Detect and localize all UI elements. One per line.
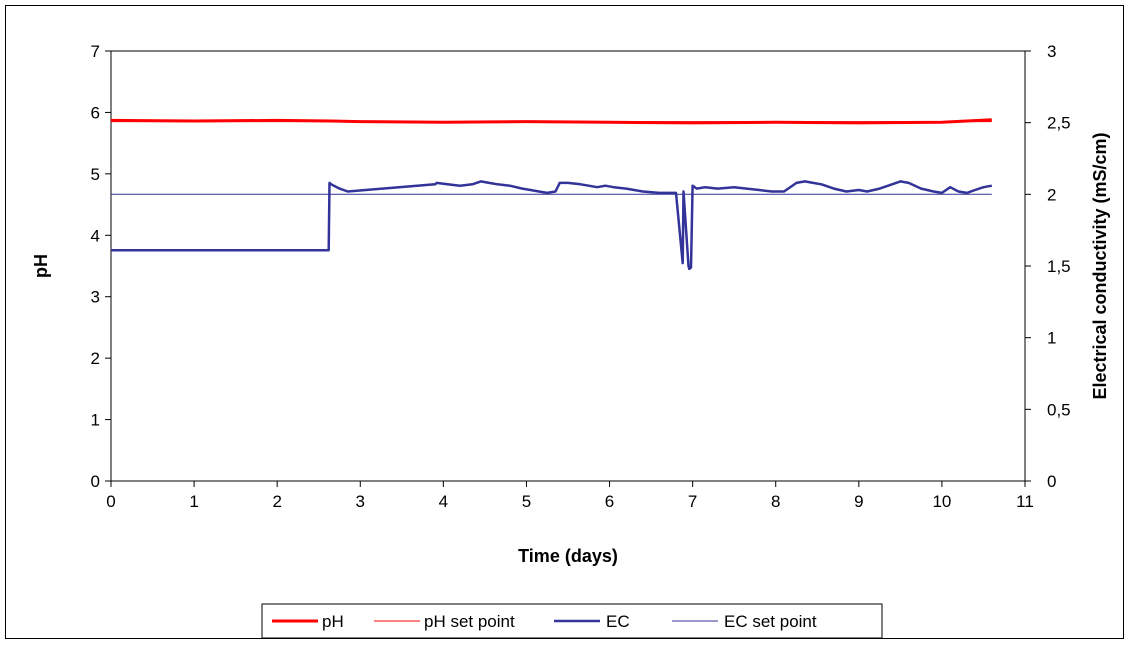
y-tick-label: 7 <box>91 42 100 61</box>
y2-tick-label: 3 <box>1047 42 1056 61</box>
x-tick-label: 3 <box>356 492 365 511</box>
x-tick-label: 6 <box>605 492 614 511</box>
x-tick-label: 9 <box>854 492 863 511</box>
y2-tick-label: 0,5 <box>1047 400 1071 419</box>
plot-border <box>110 50 1026 482</box>
x-tick-label: 4 <box>439 492 448 511</box>
x-tick-label: 8 <box>771 492 780 511</box>
x-tick-label: 1 <box>189 492 198 511</box>
x-axis-title: Time (days) <box>518 546 618 566</box>
x-tick-label: 11 <box>1016 492 1034 511</box>
legend: pH pH set point EC EC set point <box>261 603 883 639</box>
x-tick-label: 7 <box>688 492 697 511</box>
x-tick-label: 5 <box>522 492 531 511</box>
legend-label-ec-set-point: EC set point <box>724 612 817 631</box>
y-tick-label: 4 <box>91 226 100 245</box>
legend-label-ph: pH <box>322 612 344 631</box>
y-tick-label: 3 <box>91 288 100 307</box>
plot-area <box>110 50 1026 482</box>
chart: 0 1 2 3 4 5 6 7 8 9 10 11 0 1 2 3 4 5 6 7 0 0,5 1 1,5 2 2,5 3 Time… <box>31 42 1110 639</box>
y2-tick-label: 1 <box>1047 329 1056 348</box>
y2-tick-label: 0 <box>1047 472 1056 491</box>
y2-tick-label: 2 <box>1047 185 1056 204</box>
y-tick-label: 0 <box>91 472 100 491</box>
y2-axis-title: Electrical conductivity (mS/cm) <box>1090 132 1110 399</box>
y-tick-label: 6 <box>91 103 100 122</box>
series-line-ec <box>111 180 993 271</box>
x-tick-label: 10 <box>932 492 951 511</box>
axes-layer: 0 1 2 3 4 5 6 7 8 9 10 11 0 1 2 3 4 5 6 7 0 0,5 1 1,5 2 2,5 3 <box>91 42 1071 511</box>
y-tick-label: 5 <box>91 165 100 184</box>
y2-tick-label: 1,5 <box>1047 257 1071 276</box>
y-tick-label: 2 <box>91 349 100 368</box>
x-tick-label: 2 <box>272 492 281 511</box>
chart-frame: 0 1 2 3 4 5 6 7 8 9 10 11 0 1 2 3 4 5 6 7 0 0,5 1 1,5 2 2,5 3 Time… <box>5 5 1124 639</box>
x-tick-label: 0 <box>106 492 115 511</box>
legend-label-ec: EC <box>606 612 630 631</box>
y-axis-title: pH <box>31 254 51 278</box>
legend-label-ph-set-point: pH set point <box>424 612 515 631</box>
y2-tick-label: 2,5 <box>1047 114 1071 133</box>
series-layer <box>110 118 993 271</box>
y-tick-label: 1 <box>91 411 100 430</box>
